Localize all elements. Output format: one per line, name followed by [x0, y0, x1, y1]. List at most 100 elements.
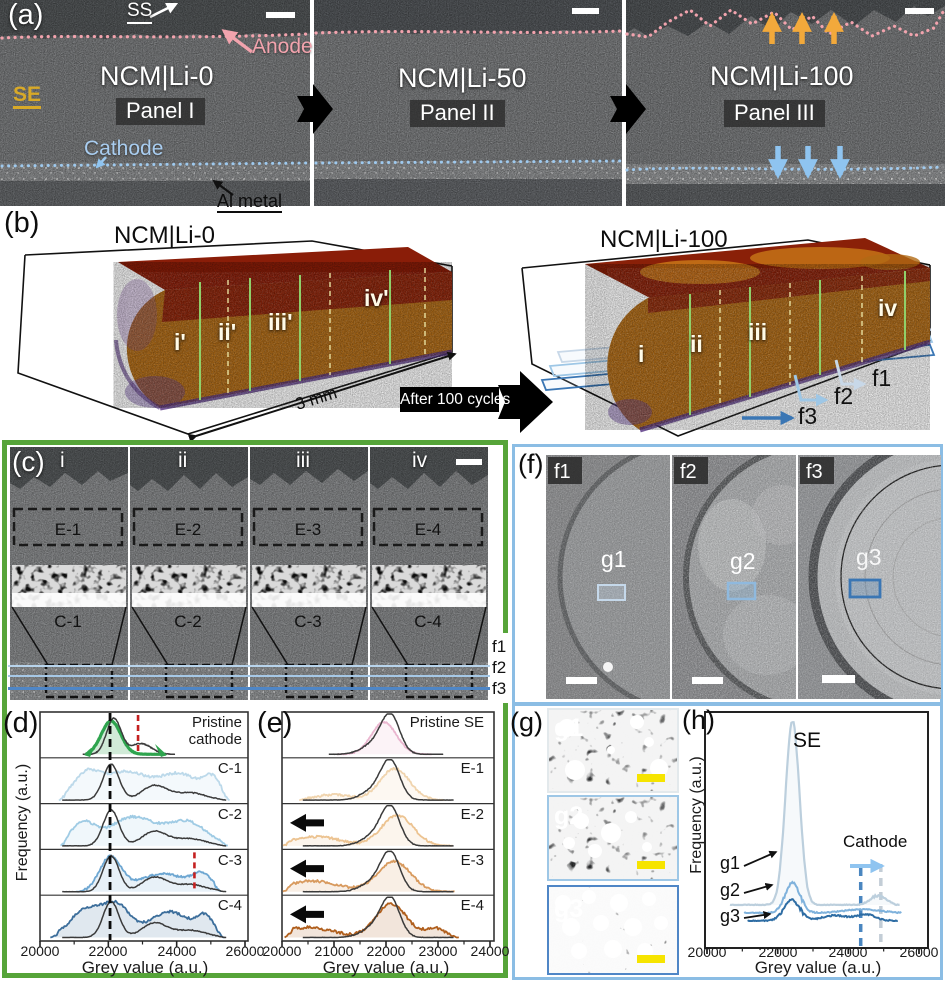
g1-label: g1 — [554, 714, 583, 742]
slice-label-f2: f2 — [834, 383, 854, 409]
e-tick: 22000 — [366, 943, 406, 959]
h-x-axis-label: Grey value (a.u.) — [754, 958, 882, 977]
sample-title-2: NCM|Li-50 — [398, 63, 527, 93]
e-region-label: E-4 — [415, 520, 441, 539]
cathode-annotation: Cathode — [843, 832, 908, 851]
e-tick: 21000 — [314, 943, 354, 959]
e-tick: 23000 — [418, 943, 458, 959]
cathode-interface-line — [0, 161, 310, 168]
cathode-loss-arrows — [768, 146, 850, 179]
cathode-interface-line — [625, 165, 945, 172]
after-100-cycles-label: After 100 cycles — [400, 387, 510, 412]
sem-column-iv: E-4 C-4 — [370, 447, 488, 700]
h-y-axis-label: Frequency (a.u.) — [688, 756, 705, 874]
se-label: SE — [13, 83, 42, 110]
g3-label: g3 — [554, 895, 583, 923]
f2-badge-label: f2 — [680, 461, 697, 483]
section-label: iii — [296, 449, 310, 472]
panel-b-label: (b) — [4, 207, 40, 239]
g1-region-box — [597, 584, 626, 601]
slice-line-f1 — [8, 665, 490, 667]
disc-image-f2: f2 g2 — [672, 455, 796, 699]
e-row-label: Pristine SE — [409, 714, 484, 731]
section-label: iv' — [364, 285, 389, 311]
e-region-label: E-2 — [175, 520, 201, 539]
panel-c-label: (c) — [12, 446, 45, 477]
panel-e-label: (e) — [257, 707, 293, 739]
ss-label: SS — [127, 1, 153, 24]
slice-label-f1: f1 — [872, 365, 892, 391]
disc-image-f3: f3 g3 — [798, 455, 941, 699]
d-row-label: Pristine cathode — [188, 714, 242, 748]
h-tick: 22000 — [758, 944, 798, 960]
h-tick: 24000 — [828, 944, 868, 960]
green-frame-right-lower — [503, 703, 508, 978]
e-region-box — [372, 507, 484, 547]
scale-bar — [266, 12, 295, 18]
g2-region-label: g2 — [730, 548, 756, 574]
sample-title-3: NCM|Li-100 — [710, 61, 854, 91]
volume-title-left: NCM|Li-0 — [114, 222, 215, 249]
h-tick: 20000 — [687, 944, 727, 960]
c-region-label: C-4 — [414, 612, 441, 631]
scale-bar — [566, 677, 597, 684]
section-label: iv — [878, 295, 898, 321]
slice-label-f3: f3 — [492, 679, 507, 698]
scale-bar-yellow — [637, 955, 665, 963]
se-loss-arrows — [762, 12, 844, 44]
e-region-box — [252, 507, 364, 547]
section-label: ii — [178, 449, 188, 472]
zoom-image-g2: g2 — [547, 795, 679, 881]
e-region-box — [12, 507, 124, 547]
g1-region-label: g1 — [601, 546, 627, 572]
zoom-image-g1: g1 — [547, 708, 679, 793]
d-tick: 22000 — [88, 943, 128, 959]
slice-region-box — [44, 663, 114, 699]
tomography-volume-ncmli100 — [585, 238, 931, 433]
section-label: iv — [412, 449, 428, 472]
slice-line-f2 — [8, 675, 490, 677]
scale-bar-yellow — [637, 861, 665, 869]
d-tick: 26000 — [225, 943, 265, 959]
h-series-label-g1: g1 — [720, 853, 741, 873]
section-label: ii — [690, 331, 703, 357]
anode-interface-line — [625, 8, 945, 39]
d-tick: 20000 — [20, 943, 60, 959]
g2-region-box — [726, 581, 757, 601]
panel-transition-arrow-icon — [297, 84, 333, 134]
se-annotation: SE — [793, 729, 822, 752]
panel-d-label: (d) — [3, 707, 39, 739]
histogram-plot-e — [281, 711, 495, 947]
sampling-lines — [689, 271, 906, 415]
d-x-axis-label: Grey value (a.u.) — [81, 958, 209, 977]
al-metal-label: Al metal — [217, 191, 283, 213]
d-row-label: C-3 — [217, 852, 242, 869]
scale-bar — [692, 677, 723, 684]
zoom-image-g3: g3 — [547, 885, 679, 975]
panel-a-annotations — [0, 2, 945, 196]
panel-b-graphics — [17, 238, 936, 442]
g2-label: g2 — [554, 802, 583, 830]
panel-i-badge: Panel I — [116, 98, 205, 126]
slice-region-box — [284, 663, 354, 699]
c-region-label: C-1 — [54, 612, 81, 631]
histogram-plot-d — [39, 711, 249, 947]
slice-label-f3: f3 — [798, 403, 818, 429]
g3-region-label: g3 — [856, 544, 882, 570]
e-region-label: E-3 — [295, 520, 321, 539]
scale-bar — [572, 8, 599, 14]
c-region-label: C-2 — [174, 612, 201, 631]
e-x-axis-label: Grey value (a.u.) — [322, 958, 450, 977]
slice-region-box — [164, 663, 234, 699]
e-tick: 24000 — [470, 943, 510, 959]
panel-ii-badge: Panel II — [410, 100, 505, 128]
scale-arrow-3mm — [187, 351, 457, 442]
histogram-plot-h — [704, 711, 929, 954]
scale-bar — [456, 459, 482, 465]
green-frame-right-upper — [503, 440, 508, 633]
sem-column-ii: E-2 C-2 — [130, 447, 248, 700]
h-tick: 26000 — [899, 944, 939, 960]
panel-iii-badge: Panel III — [724, 100, 825, 128]
disc-image-f1: f1 g1 — [546, 455, 670, 699]
